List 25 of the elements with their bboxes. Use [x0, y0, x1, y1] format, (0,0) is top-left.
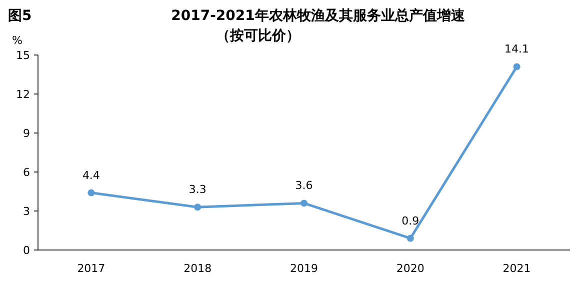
y-axis-title: %: [12, 34, 22, 47]
data-label: 3.6: [295, 179, 313, 192]
x-tick-label: 2017: [77, 262, 106, 275]
point: [406, 234, 414, 242]
data-label: 3.3: [188, 183, 206, 196]
x-tick-label: 2020: [396, 262, 424, 275]
y-tick-label: 15: [16, 49, 30, 62]
chart-subtitle: （按可比价）: [216, 28, 300, 44]
point: [194, 204, 202, 211]
data-label: 0.9: [402, 214, 420, 228]
x-tick-label: 2021: [502, 262, 531, 275]
x-tick-label: 2018: [184, 262, 212, 275]
x-tick-label: 2019: [290, 262, 318, 275]
y-tick-label: 6: [23, 166, 30, 179]
caption: 图5: [8, 8, 32, 24]
y-tick-label: 12: [16, 88, 30, 101]
point: [88, 189, 95, 196]
point: [300, 200, 308, 207]
data-label: 4.4: [82, 168, 100, 182]
y-tick-label: 9: [23, 127, 30, 140]
chart-title: 2017-2021年农林牧渔及其服务业总产值增速: [171, 7, 466, 24]
point: [513, 63, 520, 70]
y-tick-label: 0: [23, 244, 30, 257]
data-label: 14.1: [504, 42, 530, 56]
y-tick-label: 3: [23, 205, 30, 218]
